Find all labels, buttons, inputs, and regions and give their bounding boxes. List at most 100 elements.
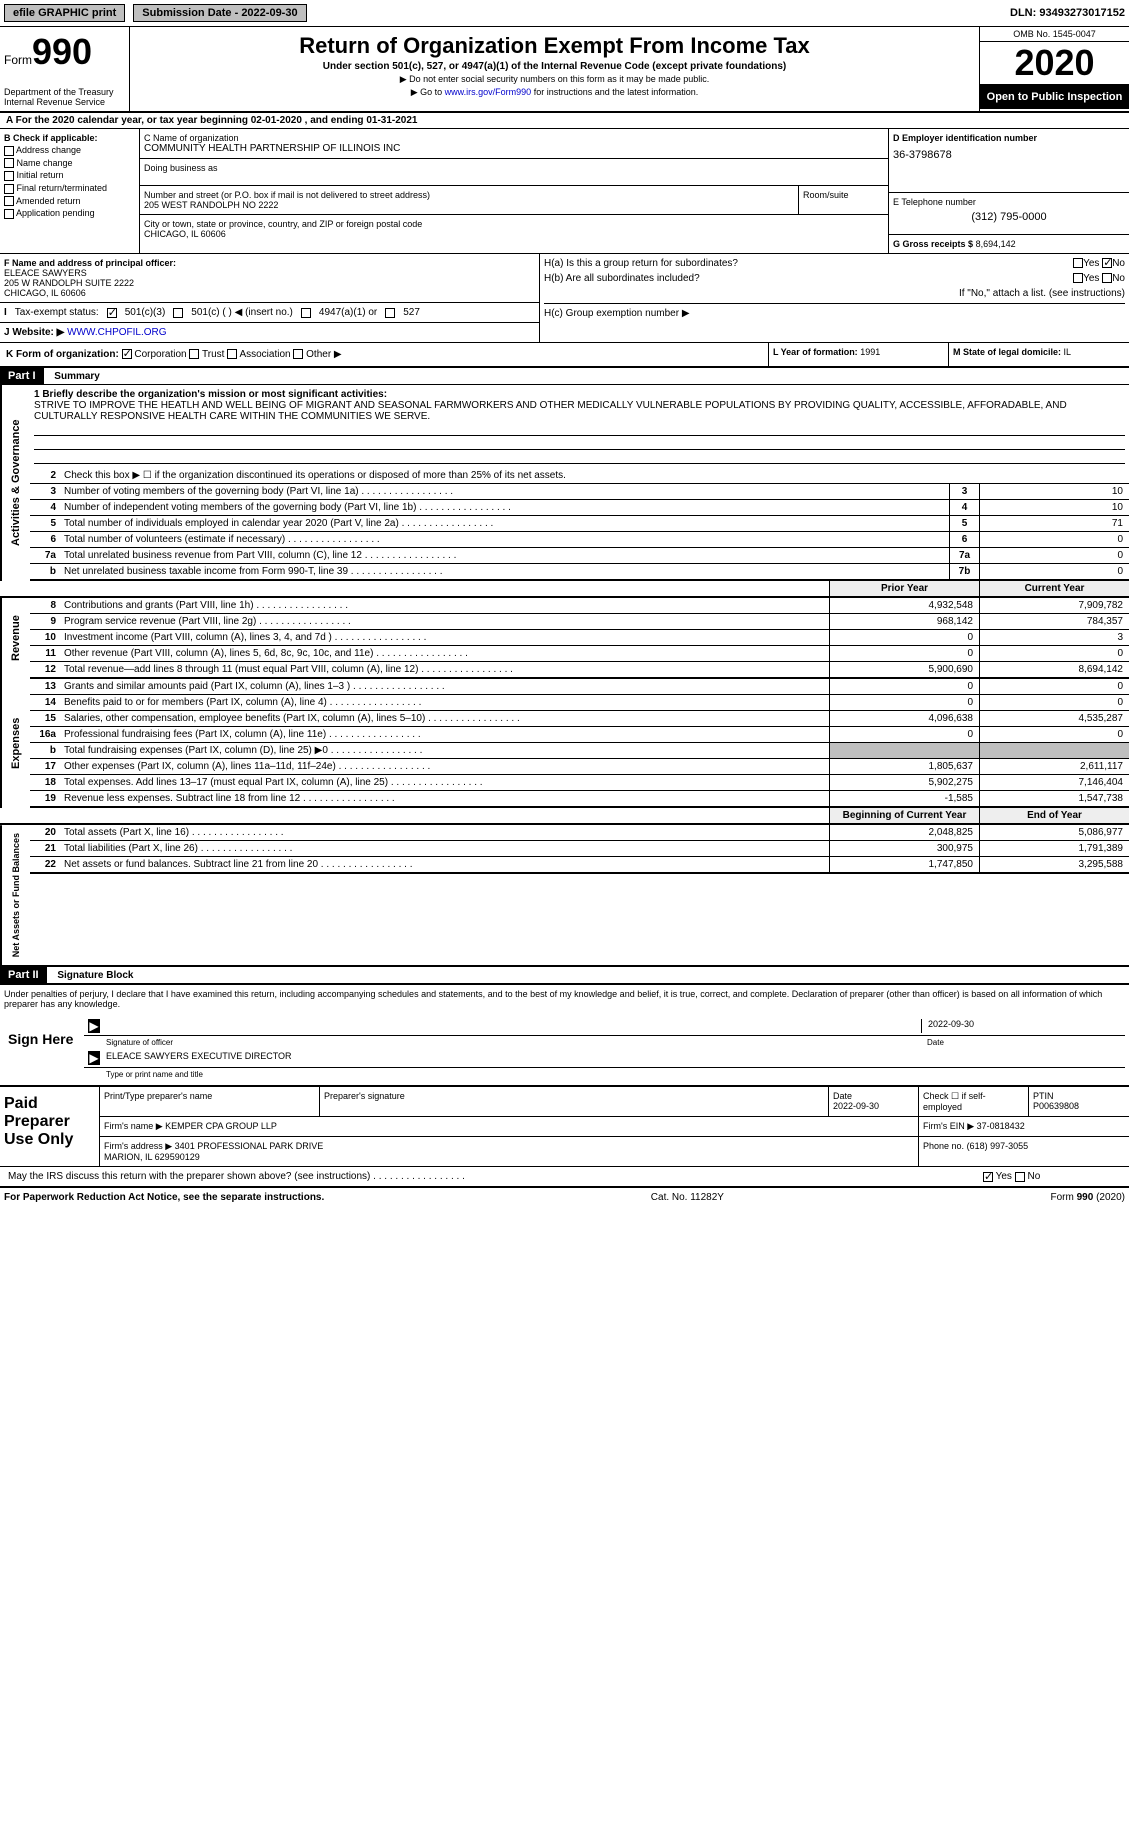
summary-row: 15Salaries, other compensation, employee… xyxy=(30,711,1129,727)
cb-assoc[interactable] xyxy=(227,349,237,359)
vtab-expenses: Expenses xyxy=(0,679,30,808)
row-kl: K Form of organization: Corporation Trus… xyxy=(0,343,1129,368)
ptin-value: P00639808 xyxy=(1033,1101,1079,1111)
sig-officer-label: Signature of officer xyxy=(100,1038,921,1047)
section-l: L Year of formation: 1991 xyxy=(769,343,949,366)
section-m: M State of legal domicile: IL xyxy=(949,343,1129,366)
vtab-netassets: Net Assets or Fund Balances xyxy=(0,825,30,965)
tax-status-label: Tax-exempt status: xyxy=(15,307,99,318)
summary-row: 19Revenue less expenses. Subtract line 1… xyxy=(30,791,1129,808)
cb-discuss-no[interactable] xyxy=(1015,1172,1025,1182)
website-link[interactable]: WWW.CHPOFIL.ORG xyxy=(67,327,166,338)
gross-label: G Gross receipts $ xyxy=(893,239,973,249)
name-label: C Name of organization xyxy=(144,133,884,143)
cb-corp[interactable] xyxy=(122,349,132,359)
cb-hb-yes[interactable] xyxy=(1073,273,1083,283)
summary-row: 5Total number of individuals employed in… xyxy=(30,516,1129,532)
dept-treasury: Department of the Treasury Internal Reve… xyxy=(4,87,125,107)
ein-value: 36-3798678 xyxy=(893,149,1125,161)
cb-hb-no[interactable] xyxy=(1102,273,1112,283)
tax-year: 2020 xyxy=(980,42,1129,85)
cb-final-return[interactable] xyxy=(4,184,14,194)
line2-desc: Check this box ▶ ☐ if the organization d… xyxy=(60,468,1129,483)
form-title: Return of Organization Exempt From Incom… xyxy=(136,33,973,59)
cb-amended[interactable] xyxy=(4,196,14,206)
cb-527[interactable] xyxy=(385,308,395,318)
discuss-row: May the IRS discuss this return with the… xyxy=(0,1166,1129,1187)
dln: DLN: 93493273017152 xyxy=(1010,7,1125,19)
cb-name-change[interactable] xyxy=(4,158,14,168)
cb-ha-yes[interactable] xyxy=(1073,258,1083,268)
city-value: CHICAGO, IL 60606 xyxy=(144,229,884,239)
page-footer: For Paperwork Reduction Act Notice, see … xyxy=(0,1187,1129,1207)
dba-label: Doing business as xyxy=(140,159,888,186)
addr-label: Number and street (or P.O. box if mail i… xyxy=(144,190,794,200)
part2-label: Part II xyxy=(0,967,47,983)
ein-label: D Employer identification number xyxy=(893,133,1125,143)
sign-here-label: Sign Here xyxy=(4,1017,84,1081)
prep-name-label: Print/Type preparer's name xyxy=(100,1087,320,1116)
summary-row: 13Grants and similar amounts paid (Part … xyxy=(30,679,1129,695)
cb-ha-no[interactable] xyxy=(1102,258,1112,268)
officer-signature-name: ELEACE SAWYERS EXECUTIVE DIRECTOR xyxy=(100,1051,1121,1065)
cb-address-change[interactable] xyxy=(4,146,14,156)
type-name-label: Type or print name and title xyxy=(100,1070,1121,1079)
cb-initial-return[interactable] xyxy=(4,171,14,181)
section-h: H(a) Is this a group return for subordin… xyxy=(540,254,1129,323)
cb-other[interactable] xyxy=(293,349,303,359)
self-emp-label: Check ☐ if self-employed xyxy=(919,1087,1029,1116)
governance-section: Activities & Governance 1 Briefly descri… xyxy=(0,385,1129,581)
beg-year-hdr: Beginning of Current Year xyxy=(829,808,979,823)
officer-label: F Name and address of principal officer: xyxy=(4,258,535,268)
open-inspection: Open to Public Inspection xyxy=(980,85,1129,109)
ssn-note: ▶ Do not enter social security numbers o… xyxy=(136,74,973,85)
officer-addr: 205 W RANDOLPH SUITE 2222 CHICAGO, IL 60… xyxy=(4,278,535,298)
perjury-declaration: Under penalties of perjury, I declare th… xyxy=(4,989,1125,1009)
summary-row: 20Total assets (Part X, line 16)2,048,82… xyxy=(30,825,1129,841)
expenses-section: Expenses 13Grants and similar amounts pa… xyxy=(0,679,1129,808)
omb-number: OMB No. 1545-0047 xyxy=(980,27,1129,42)
paid-preparer-section: Paid Preparer Use Only Print/Type prepar… xyxy=(0,1085,1129,1166)
cb-4947[interactable] xyxy=(301,308,311,318)
summary-row: bTotal fundraising expenses (Part IX, co… xyxy=(30,743,1129,759)
sec-b-title: B Check if applicable: xyxy=(4,133,135,143)
prep-sig-label: Preparer's signature xyxy=(320,1087,829,1116)
mission-text: STRIVE TO IMPROVE THE HEATLH AND WELL BE… xyxy=(34,400,1125,422)
summary-row: 16aProfessional fundraising fees (Part I… xyxy=(30,727,1129,743)
room-label: Room/suite xyxy=(798,186,888,215)
sig-date: 2022-09-30 xyxy=(921,1019,1121,1033)
summary-row: 14Benefits paid to or for members (Part … xyxy=(30,695,1129,711)
netassets-section: Net Assets or Fund Balances 20Total asse… xyxy=(0,825,1129,965)
hb-note: If "No," attach a list. (see instruction… xyxy=(544,288,1125,299)
cb-trust[interactable] xyxy=(189,349,199,359)
summary-row: 22Net assets or fund balances. Subtract … xyxy=(30,857,1129,874)
summary-row: 8Contributions and grants (Part VIII, li… xyxy=(30,598,1129,614)
summary-row: bNet unrelated business taxable income f… xyxy=(30,564,1129,581)
summary-row: 4Number of independent voting members of… xyxy=(30,500,1129,516)
cb-501c3[interactable] xyxy=(107,308,117,318)
arrow-icon: ▶ xyxy=(88,1019,100,1033)
summary-row: 12Total revenue—add lines 8 through 11 (… xyxy=(30,662,1129,679)
form-footer: Form 990 (2020) xyxy=(1051,1192,1126,1203)
efile-label: efile GRAPHIC print xyxy=(4,4,125,22)
col-headers-2: Beginning of Current Year End of Year xyxy=(0,808,1129,825)
part2-header: Part II Signature Block xyxy=(0,965,1129,983)
summary-row: 7aTotal unrelated business revenue from … xyxy=(30,548,1129,564)
form-header: Form990 Department of the Treasury Inter… xyxy=(0,27,1129,113)
form-number: 990 xyxy=(32,31,92,72)
vtab-governance: Activities & Governance xyxy=(0,385,30,581)
section-b: B Check if applicable: Address change Na… xyxy=(0,129,140,253)
org-name: COMMUNITY HEALTH PARTNERSHIP OF ILLINOIS… xyxy=(144,143,884,154)
paperwork-notice: For Paperwork Reduction Act Notice, see … xyxy=(4,1192,324,1203)
summary-row: 3Number of voting members of the governi… xyxy=(30,484,1129,500)
irs-link[interactable]: www.irs.gov/Form990 xyxy=(445,87,532,97)
city-label: City or town, state or province, country… xyxy=(144,219,884,229)
cb-501c[interactable] xyxy=(173,308,183,318)
cb-discuss-yes[interactable] xyxy=(983,1172,993,1182)
hc-label: H(c) Group exemption number ▶ xyxy=(544,303,1125,319)
tel-value: (312) 795-0000 xyxy=(893,211,1125,223)
cb-app-pending[interactable] xyxy=(4,209,14,219)
end-year-hdr: End of Year xyxy=(979,808,1129,823)
row-fjh: F Name and address of principal officer:… xyxy=(0,254,1129,343)
prior-year-hdr: Prior Year xyxy=(829,581,979,596)
